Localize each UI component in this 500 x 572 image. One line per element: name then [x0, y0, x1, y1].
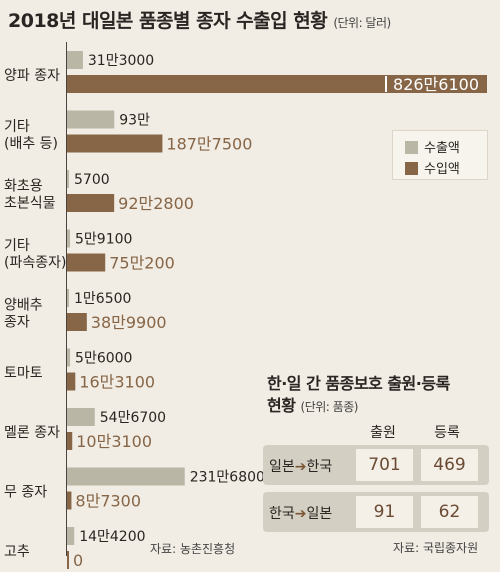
bar-export: [67, 170, 69, 188]
row-from: 한국: [269, 506, 295, 522]
data-label-export: 93만: [119, 113, 150, 129]
bar-import: [67, 313, 87, 331]
bar-import: [67, 372, 76, 391]
data-label-export: 14만4200: [79, 529, 145, 545]
cell-apply: 91: [356, 496, 413, 528]
legend-label-export: 수출액: [424, 141, 460, 156]
data-label-import: 826만6100: [393, 75, 479, 94]
category-label: 멜론 종자: [4, 425, 60, 441]
data-label-export: 31만3000: [88, 53, 154, 69]
bar-import: [67, 134, 163, 153]
legend-label-import: 수입액: [424, 162, 460, 177]
table-header-apply: 출원: [370, 425, 396, 441]
bar-export: [67, 110, 115, 129]
chart-title-text: 2018년 대일본 품종별 종자 수출입 현황: [8, 10, 328, 32]
category-label: 화초용: [4, 179, 43, 195]
table-row: 일본➔한국 701 469: [263, 445, 489, 485]
category-label: (파속종자): [4, 255, 66, 271]
row-to: 한국: [306, 459, 333, 475]
table-row: 한국➔일본 91 62: [263, 492, 489, 532]
table-title: 한·일 간 품종보호 출원·등록 현황 (단위: 품종): [267, 373, 450, 418]
bar-export: [67, 408, 95, 426]
arrow-right-icon: ➔: [294, 459, 307, 475]
data-label-export: 1만6500: [74, 291, 131, 307]
category-label: 토마토: [4, 366, 43, 382]
data-label-import: 92만2800: [118, 194, 194, 213]
bar-export: [67, 527, 75, 545]
row-label: 일본➔한국: [269, 456, 332, 476]
data-label-export: 5700: [74, 172, 110, 188]
patent-table: 한·일 간 품종보호 출원·등록 현황 (단위: 품종) 출원 등록 일본➔한국…: [255, 365, 493, 565]
category-label: (배추 등): [4, 136, 58, 152]
bar-export: [67, 289, 69, 307]
row-to: 일본: [306, 506, 333, 522]
cell-register: 62: [421, 496, 478, 528]
legend-swatch-export: [405, 141, 418, 154]
data-label-export: 54만6700: [100, 410, 166, 426]
cell-apply: 701: [356, 449, 413, 481]
table-header-register: 등록: [434, 425, 460, 441]
data-label-import: 10만3100: [76, 432, 152, 451]
row-label: 한국➔일본: [269, 503, 332, 523]
category-label: 종자: [4, 315, 30, 331]
chart-source: 자료: 농촌진흥청: [150, 542, 236, 556]
category-label: 기타: [4, 238, 30, 254]
legend-item-import: 수입액: [405, 158, 460, 177]
category-label: 초본식물: [4, 196, 56, 212]
table-source: 자료: 국립종자원: [393, 541, 479, 555]
table-unit: (단위: 품종): [300, 400, 359, 414]
data-label-import: 187만7500: [166, 135, 252, 154]
chart-title: 2018년 대일본 품종별 종자 수출입 현황 (단위: 달러): [8, 6, 391, 33]
category-label: 양배추: [4, 298, 43, 314]
table-title-line1: 한·일 간 품종보호 출원·등록: [267, 374, 450, 393]
category-label: 고추: [4, 544, 30, 560]
category-label: 무 종자: [4, 485, 47, 501]
chart-unit-note: (단위: 달러): [333, 16, 391, 30]
bar-import: [67, 551, 69, 569]
data-label-import: 75만200: [109, 254, 175, 273]
category-label: 기타: [4, 119, 30, 135]
data-label-import: 8만7300: [75, 492, 141, 511]
arrow-right-icon: ➔: [294, 506, 307, 522]
row-from: 일본: [269, 459, 295, 475]
table-title-line2: 현황: [267, 396, 296, 415]
chart-legend: 수출액 수입액: [392, 130, 488, 180]
bar-label-divider: [385, 76, 387, 92]
bar-export: [67, 51, 83, 69]
bar-export: [67, 229, 71, 248]
bar-import: [67, 194, 115, 212]
bar-import: [67, 432, 73, 450]
legend-swatch-import: [405, 162, 418, 175]
category-label: 양파 종자: [4, 68, 60, 84]
data-label-import: 16만3100: [79, 373, 155, 392]
data-label-import: 38만9900: [91, 313, 167, 332]
bar-import: [67, 253, 106, 272]
cell-register: 469: [421, 449, 478, 481]
data-label-export: 5만9100: [75, 232, 132, 248]
data-label-import: 0: [73, 551, 83, 570]
data-label-export: 231만6800: [190, 470, 265, 486]
bar-export: [67, 467, 185, 486]
bar-import: [67, 491, 72, 510]
legend-item-export: 수출액: [405, 137, 460, 156]
bar-import: [67, 75, 487, 93]
data-label-export: 5만6000: [75, 351, 132, 367]
bar-export: [67, 348, 71, 367]
